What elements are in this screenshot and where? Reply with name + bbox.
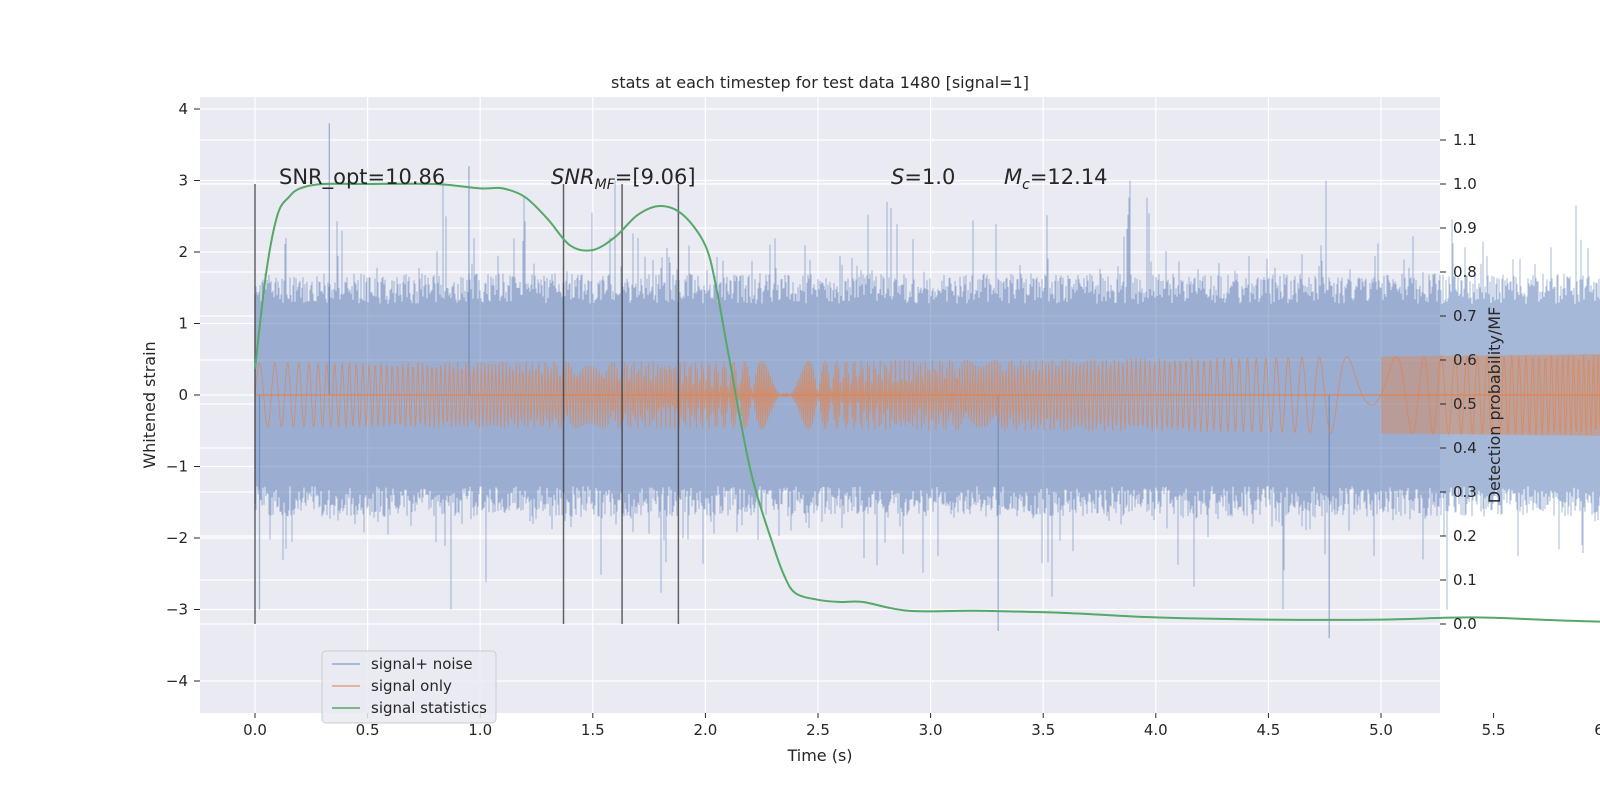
annotation-mc: Mc=12.14 bbox=[1004, 165, 1108, 193]
x-tick-label: 3.0 bbox=[919, 721, 943, 739]
annotation-snr-mf-value: =[9.06] bbox=[615, 165, 696, 189]
annotation-s: S=1.0 bbox=[891, 165, 955, 189]
annotation-snr-mf: SNRMF=[9.06] bbox=[551, 165, 696, 193]
x-tick-label: 0.5 bbox=[356, 721, 380, 739]
y-right-tick-label: 0.4 bbox=[1453, 439, 1477, 457]
y-right-tick-label: 1.0 bbox=[1453, 175, 1477, 193]
y-right-tick-label: 0.9 bbox=[1453, 219, 1477, 237]
x-axis-label: Time (s) bbox=[786, 746, 852, 765]
annotation-s-var: S bbox=[891, 165, 904, 189]
annotation-snr-opt: SNR_opt=10.86 bbox=[279, 165, 445, 190]
x-axis-ticks: 0.00.51.01.52.02.53.03.54.04.55.05.56.06… bbox=[243, 713, 1600, 739]
x-tick-label: 2.5 bbox=[806, 721, 830, 739]
y-tick-label: −2 bbox=[166, 529, 188, 547]
y-right-axis-label: Detection probability/MF bbox=[1485, 307, 1504, 504]
annotation-s-value: =1.0 bbox=[904, 165, 955, 189]
legend-box bbox=[321, 650, 497, 724]
y-tick-label: 0 bbox=[178, 386, 188, 404]
y-right-tick-label: 0.7 bbox=[1453, 307, 1477, 325]
y-tick-label: −3 bbox=[166, 601, 188, 619]
y-right-tick-label: 0.0 bbox=[1453, 615, 1477, 633]
x-tick-label: 5.5 bbox=[1482, 721, 1506, 739]
y-tick-label: 3 bbox=[178, 172, 188, 190]
legend-label-noise: signal+ noise bbox=[371, 655, 473, 673]
signal-only-series bbox=[254, 353, 1600, 436]
vertical-markers bbox=[254, 184, 680, 624]
statistics-trace bbox=[254, 182, 1600, 623]
y-tick-label: 4 bbox=[178, 100, 188, 118]
x-tick-label: 6.0 bbox=[1594, 721, 1600, 739]
legend-label-signal: signal only bbox=[371, 677, 452, 695]
annotation-mc-value: =12.14 bbox=[1030, 165, 1108, 189]
x-tick-label: 2.0 bbox=[693, 721, 717, 739]
y-tick-label: 1 bbox=[178, 315, 188, 333]
y-axis-ticks: 4 3 2 1 0 −1 −2 −3 −4 bbox=[166, 100, 200, 690]
y-right-axis-ticks: 1.1 1.0 0.9 0.8 0.7 0.6 0.5 0.4 0.3 0.2 0.1 0.0 bbox=[1440, 131, 1477, 633]
annotation-mc-var: M bbox=[1004, 165, 1022, 189]
chart-title: stats at each timestep for test data 148… bbox=[611, 73, 1029, 92]
x-tick-label: 5.0 bbox=[1369, 721, 1393, 739]
x-tick-label: 3.5 bbox=[1031, 721, 1055, 739]
y-tick-label: −1 bbox=[166, 458, 188, 476]
y-tick-label: 2 bbox=[178, 243, 188, 261]
y-tick-label: −4 bbox=[166, 672, 188, 690]
y-right-tick-label: 0.5 bbox=[1453, 395, 1477, 413]
legend-label-stats: signal statistics bbox=[371, 699, 487, 717]
x-tick-label: 4.5 bbox=[1256, 721, 1280, 739]
x-tick-label: 1.0 bbox=[468, 721, 492, 739]
x-tick-label: 0.0 bbox=[243, 721, 267, 739]
y-right-tick-label: 0.1 bbox=[1453, 571, 1477, 589]
y-right-tick-label: 0.6 bbox=[1453, 351, 1477, 369]
annotation-mc-sub: c bbox=[1022, 177, 1030, 193]
x-tick-label: 1.5 bbox=[581, 721, 605, 739]
signal-statistics-series bbox=[254, 182, 1600, 623]
y-right-tick-label: 0.2 bbox=[1453, 527, 1477, 545]
x-tick-label: 4.0 bbox=[1144, 721, 1168, 739]
legend: signal+ noise signal only signal statist… bbox=[321, 650, 497, 724]
y-right-tick-label: 0.8 bbox=[1453, 263, 1477, 281]
y-right-tick-label: 0.3 bbox=[1453, 483, 1477, 501]
annotation-snr-mf-base: SNR bbox=[551, 165, 595, 189]
y-axis-label: Whitened strain bbox=[140, 341, 159, 468]
annotation-snr-mf-sub: MF bbox=[595, 177, 616, 193]
y-right-tick-label: 1.1 bbox=[1453, 131, 1477, 149]
